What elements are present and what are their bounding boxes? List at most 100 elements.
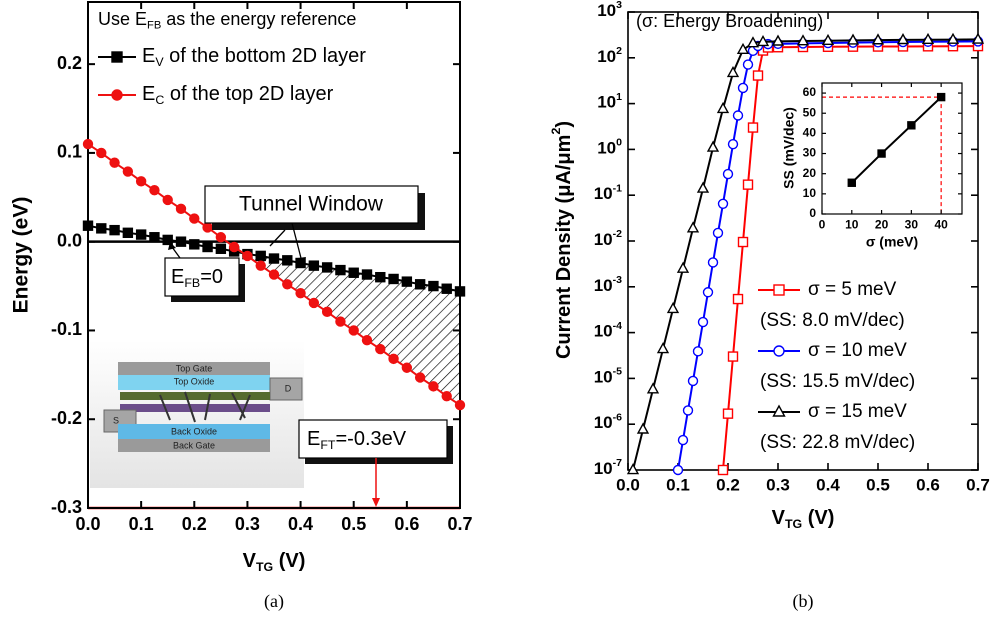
marker [177, 237, 186, 246]
legend-label: σ = 10 meV [808, 340, 907, 361]
marker [679, 436, 688, 445]
text-part: 10 [597, 47, 616, 66]
device-label: Back Gate [173, 440, 215, 450]
y-axis-label: Current Density (μA/μm2) [549, 121, 575, 359]
marker [336, 317, 345, 326]
marker [323, 307, 332, 316]
legend-label: σ = 15 meV [808, 401, 907, 422]
marker [110, 158, 119, 167]
y-tick-label: -0.2 [51, 408, 82, 428]
x-tick-label: 0.1 [129, 514, 154, 534]
text-part: -6 [613, 411, 623, 423]
figure: Top Gate Top Oxide D S Back Oxide Back G… [0, 0, 995, 620]
y-tick-label: 20 [803, 166, 817, 180]
marker [416, 280, 425, 289]
x-tick-label: 20 [875, 218, 889, 232]
marker [402, 363, 411, 372]
y-tick-label: 103 [597, 0, 622, 20]
marker [363, 270, 372, 279]
layer-2d-bottom [120, 404, 270, 412]
legend-sublabel: (SS: 8.0 mV/dec) [760, 310, 905, 331]
marker [336, 266, 345, 275]
x-tick-label: 30 [905, 218, 919, 232]
x-tick-label: 0.7 [447, 514, 472, 534]
text-part: 10 [594, 230, 613, 249]
marker [878, 150, 885, 157]
marker [694, 347, 703, 356]
marker [456, 287, 465, 296]
marker [429, 282, 438, 291]
legend-marker [112, 90, 122, 100]
x-tick-label: 0.5 [341, 514, 366, 534]
text-part: -7 [613, 457, 623, 469]
text-part: 10 [594, 368, 613, 387]
marker [709, 258, 718, 267]
marker [309, 298, 318, 307]
marker [230, 243, 239, 252]
marker [699, 318, 708, 327]
marker [442, 284, 451, 293]
marker [728, 67, 738, 76]
text-part: -1 [613, 182, 623, 194]
legend-marker [774, 346, 784, 356]
inset-x-label: σ (meV) [866, 234, 918, 250]
x-tick-label: 10 [845, 218, 859, 232]
marker [429, 382, 438, 391]
device-label: Back Oxide [171, 426, 217, 436]
x-tick-label: 0.6 [916, 476, 940, 495]
marker [739, 238, 748, 247]
annotation: (σ: Energy Broadening) [636, 11, 823, 31]
device-label: D [285, 383, 292, 393]
y-tick-label: 40 [803, 126, 817, 140]
legend-label: EC of the top 2D layer [142, 83, 334, 107]
marker [729, 140, 738, 149]
y-tick-label: 10-4 [594, 320, 622, 342]
annotation: Use EFB as the energy reference [98, 9, 356, 32]
y-tick-label: 101 [597, 91, 622, 113]
marker [363, 336, 372, 345]
marker [389, 354, 398, 363]
marker [256, 261, 265, 270]
x-tick-label: 0.4 [288, 514, 313, 534]
text-part: =0 [200, 266, 223, 288]
marker [203, 223, 212, 232]
caption: (a) [264, 591, 284, 612]
text-part: -3 [613, 274, 623, 286]
text-part: 10 [594, 459, 613, 478]
text-part: 2 [616, 45, 622, 57]
text-part: E [171, 266, 184, 288]
x-tick-label: 0.0 [616, 476, 640, 495]
y-tick-label: 30 [803, 146, 817, 160]
text-part: -5 [613, 365, 623, 377]
marker [256, 251, 265, 260]
text-part: (V) [802, 507, 834, 529]
x-tick-label: 0.2 [182, 514, 207, 534]
marker [749, 123, 758, 132]
marker [689, 376, 698, 385]
text-part: V [243, 550, 257, 572]
marker [628, 465, 638, 474]
x-tick-label: 0.1 [666, 476, 690, 495]
marker [323, 263, 332, 272]
device-schematic: Top Gate Top Oxide D S Back Oxide Back G… [90, 340, 304, 488]
text-part: ) [553, 121, 575, 128]
arrow-head [372, 498, 380, 507]
text-part: 0 [616, 136, 622, 148]
device-label: Top Oxide [174, 376, 215, 386]
marker [938, 94, 945, 101]
legend-label: σ = 5 meV [808, 279, 897, 300]
y-axis-label: Energy (eV) [10, 197, 33, 314]
marker [270, 254, 279, 263]
marker [283, 256, 292, 265]
y-tick-label: 0.0 [57, 230, 82, 250]
marker [734, 295, 743, 304]
marker [110, 226, 119, 235]
marker [908, 122, 915, 129]
marker [739, 83, 748, 92]
y-tick-label: 0.2 [57, 53, 82, 73]
y-tick-label: 10-5 [594, 365, 622, 387]
text-part: TG [256, 560, 273, 574]
x-tick-label: 0.4 [816, 476, 840, 495]
caption: (b) [793, 591, 814, 612]
text-part: E [142, 45, 155, 67]
